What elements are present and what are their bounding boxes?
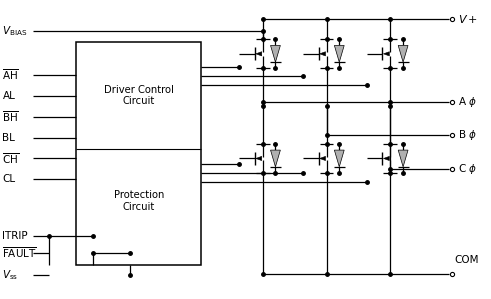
Text: BL: BL: [2, 132, 15, 143]
Text: $\overline{\mathrm{BH}}$: $\overline{\mathrm{BH}}$: [2, 109, 19, 124]
Polygon shape: [398, 150, 408, 167]
Polygon shape: [271, 45, 280, 62]
Text: B $\phi$: B $\phi$: [458, 128, 477, 141]
Polygon shape: [383, 52, 389, 56]
Text: C $\phi$: C $\phi$: [458, 162, 477, 176]
Text: CL: CL: [2, 174, 16, 184]
Text: $\overline{\mathrm{CH}}$: $\overline{\mathrm{CH}}$: [2, 151, 20, 166]
Text: A $\phi$: A $\phi$: [458, 95, 477, 109]
Text: Protection
Circuit: Protection Circuit: [113, 190, 164, 212]
Text: COM: COM: [454, 255, 479, 265]
Text: $\overline{\mathrm{AH}}$: $\overline{\mathrm{AH}}$: [2, 67, 19, 82]
Polygon shape: [256, 156, 262, 161]
Polygon shape: [334, 150, 344, 167]
Polygon shape: [271, 150, 280, 167]
Polygon shape: [334, 45, 344, 62]
Text: $\overline{\mathrm{FAULT}}$: $\overline{\mathrm{FAULT}}$: [2, 245, 37, 260]
Bar: [76, 42, 201, 265]
Text: $V_{\mathrm{BIAS}}$: $V_{\mathrm{BIAS}}$: [2, 25, 28, 38]
Text: AL: AL: [2, 91, 15, 101]
Text: $V+$: $V+$: [458, 13, 478, 25]
Text: ITRIP: ITRIP: [2, 231, 28, 241]
Polygon shape: [320, 156, 326, 161]
Polygon shape: [320, 52, 326, 56]
Polygon shape: [383, 156, 389, 161]
Text: $V_{\mathrm{ss}}$: $V_{\mathrm{ss}}$: [2, 268, 19, 282]
Polygon shape: [256, 52, 262, 56]
Polygon shape: [398, 45, 408, 62]
Text: Driver Control
Circuit: Driver Control Circuit: [104, 85, 174, 106]
